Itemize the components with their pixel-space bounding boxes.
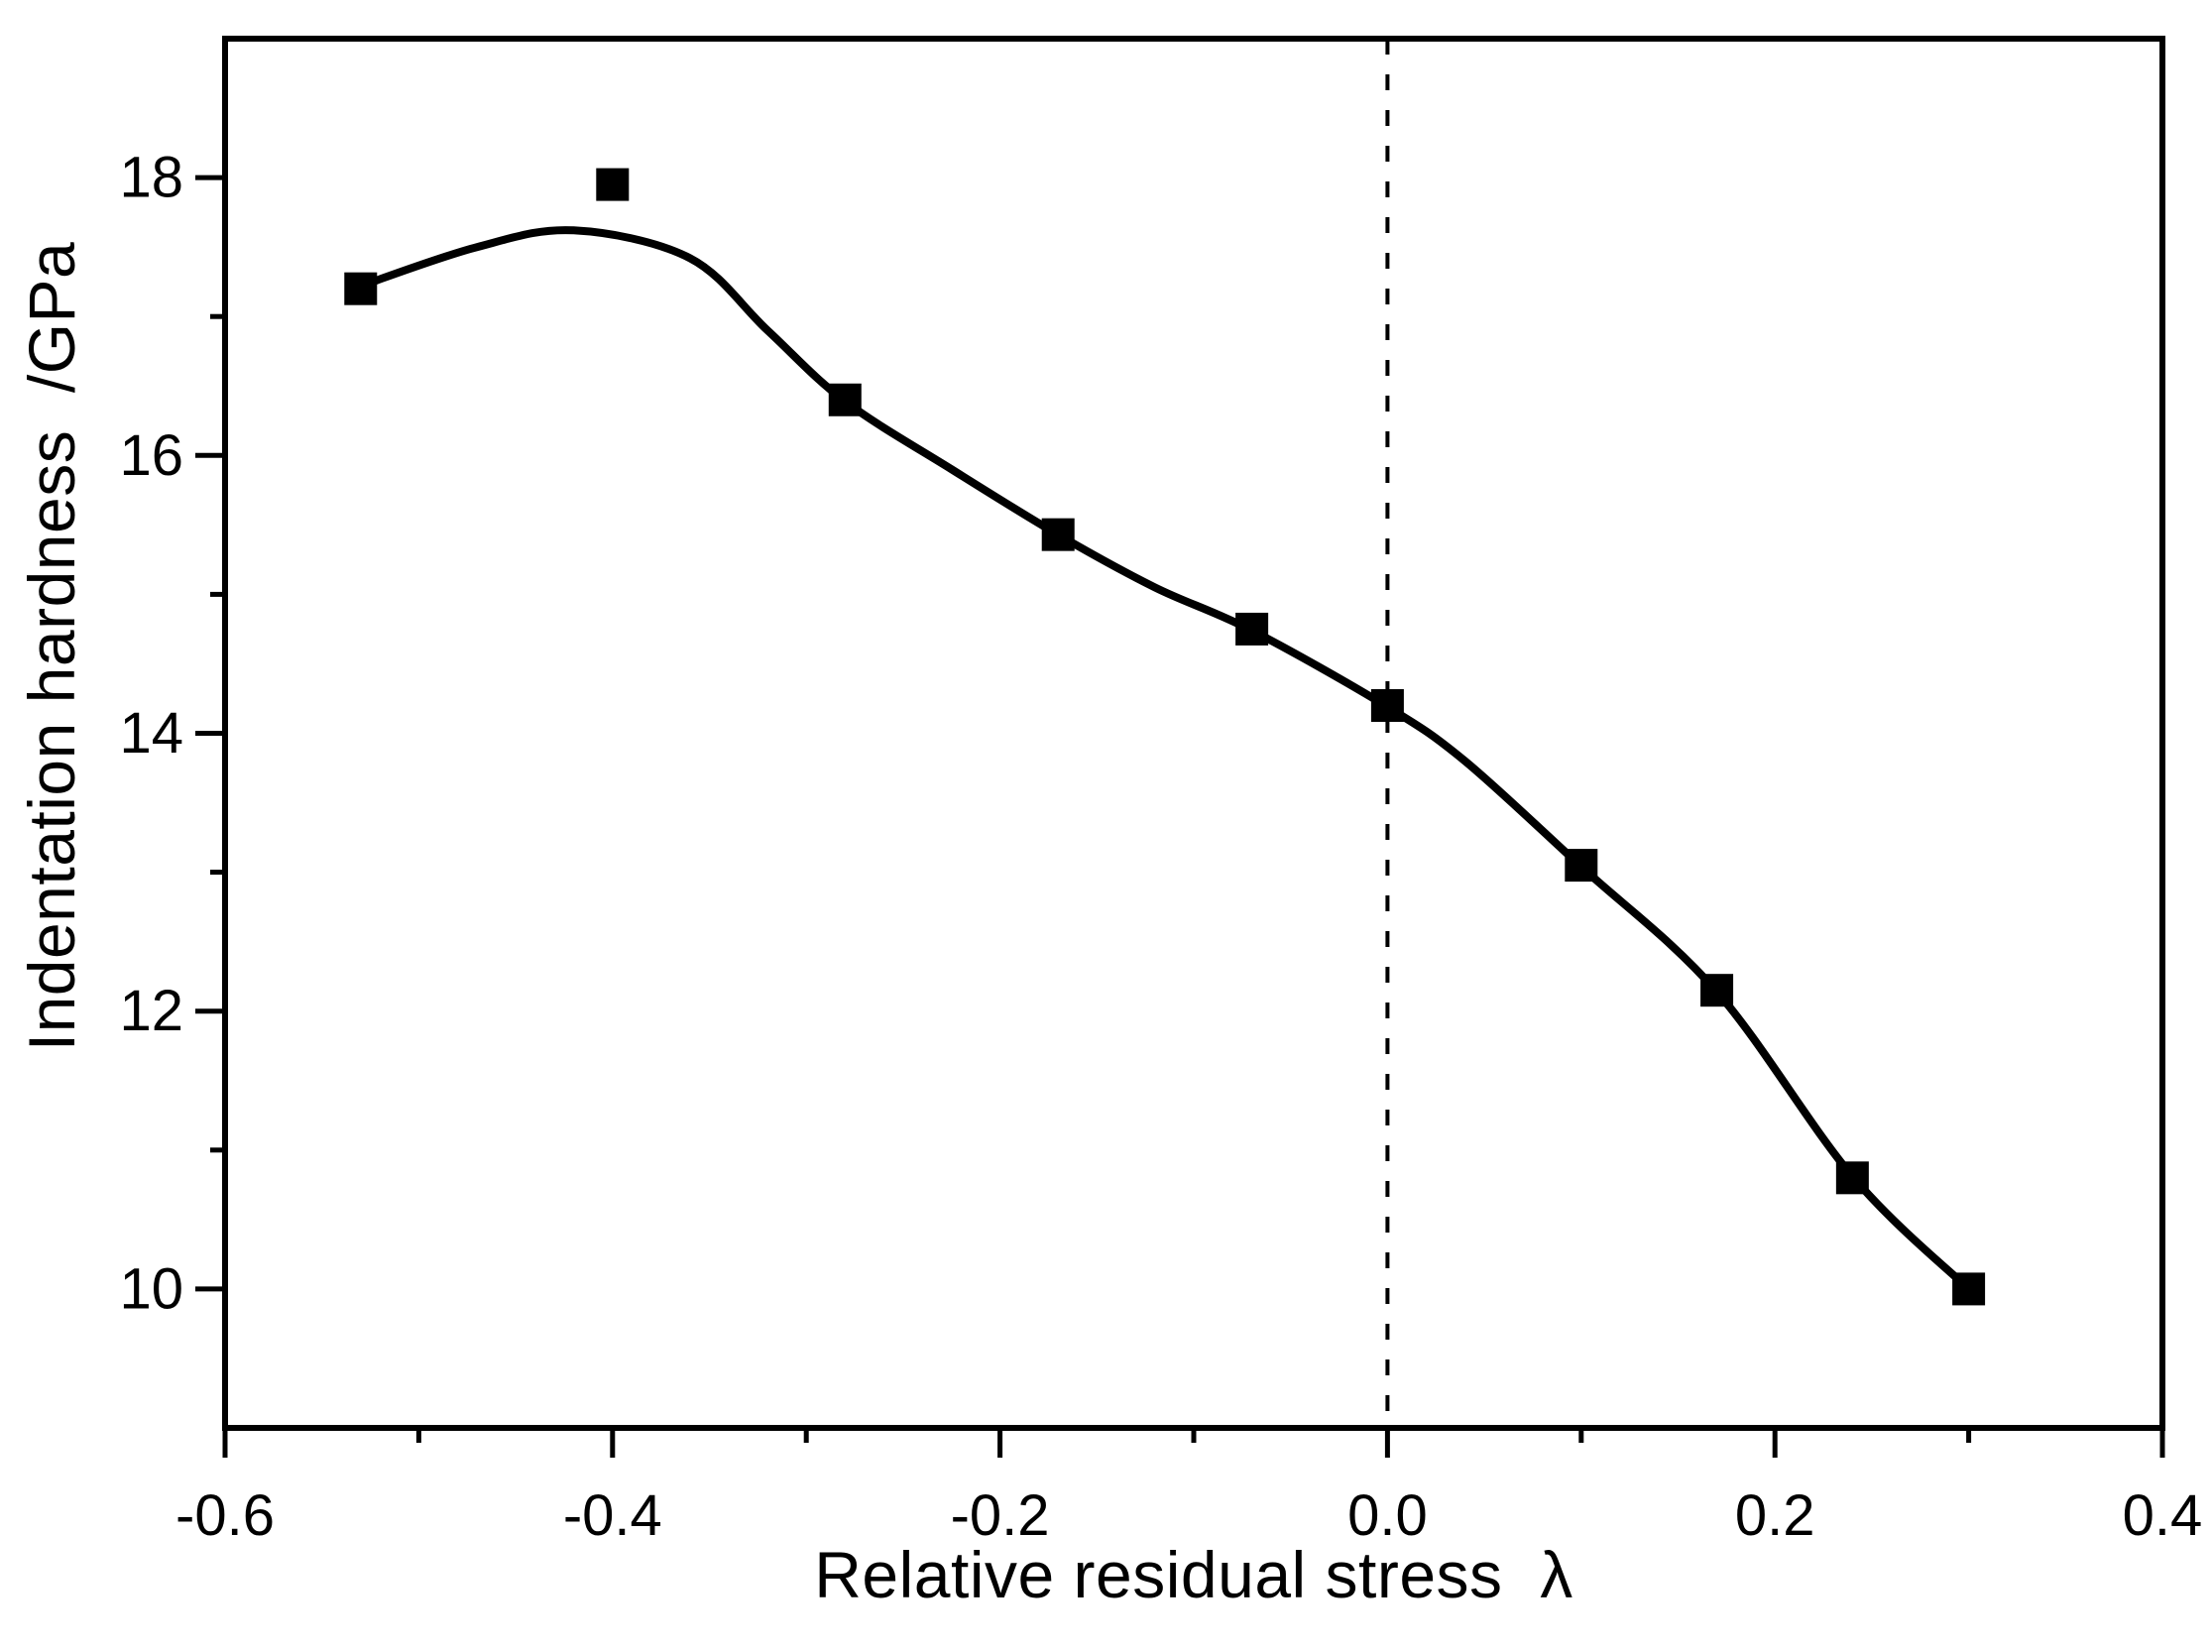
y-tick-label: 12 <box>119 979 183 1043</box>
y-tick-label: 14 <box>119 701 183 766</box>
data-point-marker <box>596 168 630 201</box>
x-tick-label: 0.4 <box>2123 1483 2203 1548</box>
plot-frame <box>222 36 2165 1431</box>
y-tick-label: 10 <box>119 1256 183 1321</box>
x-tick-label: -0.6 <box>175 1483 275 1548</box>
x-tick-label: -0.4 <box>563 1483 662 1548</box>
data-point-marker <box>1952 1272 1986 1306</box>
data-point-marker <box>1370 688 1404 722</box>
y-tick-label: 18 <box>119 146 183 210</box>
data-point-marker <box>1835 1161 1869 1195</box>
x-tick-label: 0.2 <box>1735 1483 1815 1548</box>
fitted-curve <box>356 226 1973 1293</box>
data-point-marker <box>1700 974 1734 1007</box>
x-tick-label: 0.0 <box>1347 1483 1428 1548</box>
y-axis-title: Indentation hardness /GPa <box>15 241 88 1052</box>
data-point-marker <box>1041 518 1075 551</box>
data-point-marker <box>1235 612 1269 646</box>
x-axis-title: Relative residual stress λ <box>814 1538 1573 1611</box>
data-point-marker <box>828 383 862 416</box>
x-tick-label: -0.2 <box>951 1483 1050 1548</box>
y-tick-label: 16 <box>119 423 183 488</box>
data-point-marker <box>344 272 378 305</box>
data-point-marker <box>1565 849 1598 883</box>
